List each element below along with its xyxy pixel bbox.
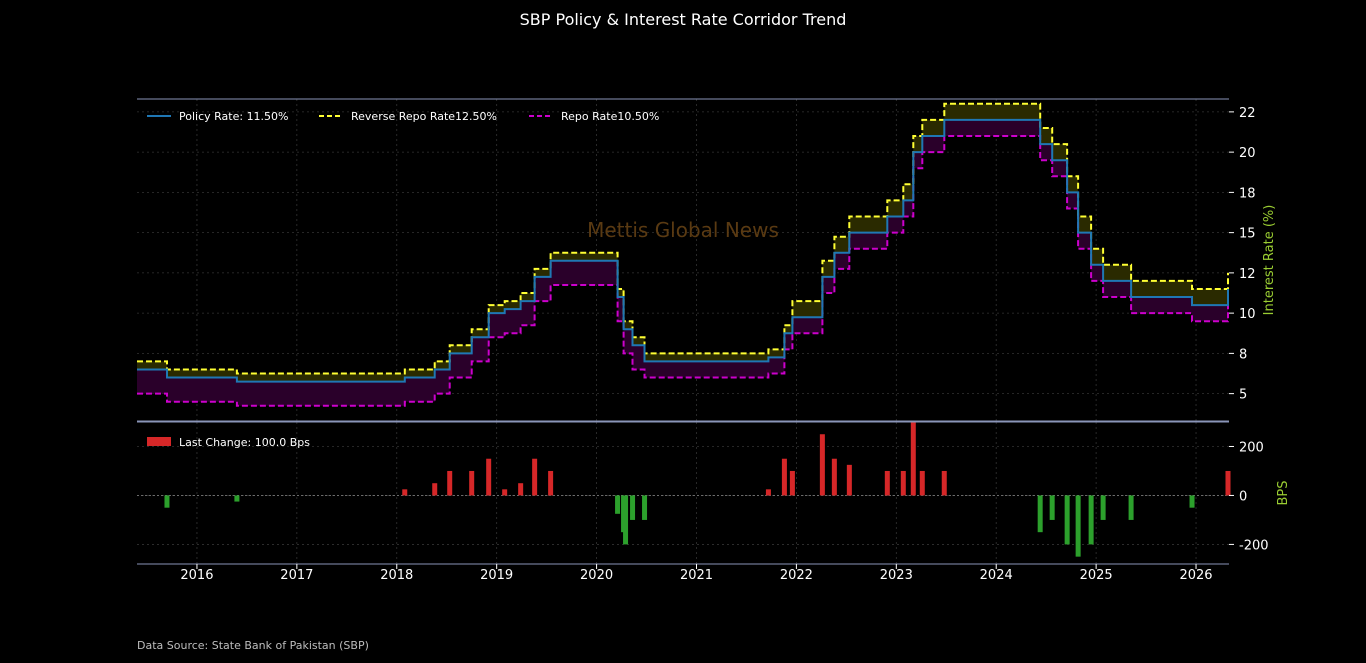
x-tick-label: 2016 [180, 568, 213, 583]
x-tick-label: 2018 [380, 568, 413, 583]
change-bar [765, 489, 771, 496]
change-bar [919, 470, 925, 496]
y-tick-label-upper: 10 [1239, 307, 1256, 322]
change-bar [789, 470, 795, 496]
change-bar [615, 495, 621, 514]
change-bar [469, 470, 475, 496]
change-bar [432, 483, 438, 496]
change-bar [1100, 495, 1106, 520]
x-tick-label: 2020 [580, 568, 613, 583]
change-bar [623, 495, 629, 545]
change-bar [819, 434, 825, 496]
chart-title: SBP Policy & Interest Rate Corridor Tren… [519, 10, 847, 29]
y-tick-label-upper: 20 [1239, 146, 1256, 161]
change-bar [164, 495, 170, 508]
y-tick-label-upper: 5 [1239, 388, 1247, 403]
change-bar [846, 464, 852, 496]
policy-rate-line [137, 118, 1229, 383]
change-bar [1049, 495, 1055, 520]
x-tick-label: 2026 [1179, 568, 1212, 583]
x-tick-label: 2024 [980, 568, 1013, 583]
change-bar [1064, 495, 1070, 545]
watermark-text: Mettis Global News [587, 218, 779, 242]
change-bar [781, 458, 787, 496]
data-source-note: Data Source: State Bank of Pakistan (SBP… [137, 639, 369, 652]
x-tick-label: 2023 [880, 568, 913, 583]
y-axis-label-lower: BPS [1276, 480, 1291, 505]
change-bar [518, 483, 524, 496]
y-tick-label-upper: 18 [1239, 186, 1256, 201]
lower-corridor-fill [137, 119, 1228, 406]
y-tick-label-lower: -200 [1239, 538, 1269, 553]
change-bar [1037, 495, 1043, 533]
change-bar [1075, 495, 1081, 557]
y-tick-label-upper: 8 [1239, 347, 1247, 362]
change-bar [910, 422, 916, 496]
change-bar [1189, 495, 1195, 508]
x-tick-label: 2019 [480, 568, 513, 583]
y-axis-label-upper: Interest Rate (%) [1262, 205, 1277, 316]
y-tick-label-upper: 15 [1239, 227, 1256, 242]
upper-corridor-fill [137, 103, 1228, 382]
change-bar [234, 495, 240, 502]
change-bar [1225, 470, 1231, 496]
reverse-repo-rate-line [137, 102, 1229, 375]
change-bar [630, 495, 636, 520]
change-bar [900, 470, 906, 496]
change-bar [402, 489, 408, 496]
y-tick-label-lower: 200 [1239, 440, 1264, 455]
change-bar [447, 470, 453, 496]
change-bar [1088, 495, 1094, 545]
change-bar [1128, 495, 1134, 520]
y-tick-label-upper: 22 [1239, 106, 1256, 121]
x-tick-label: 2025 [1080, 568, 1113, 583]
bar-legend-label: Last Change: 100.0 Bps [179, 436, 310, 449]
change-bar [884, 470, 890, 496]
x-tick-label: 2022 [780, 568, 813, 583]
legend-label-1: Reverse Repo Rate12.50% [351, 110, 497, 123]
x-tick-label: 2021 [680, 568, 713, 583]
legend-label-2: Repo Rate10.50% [561, 110, 659, 123]
change-bar [941, 470, 947, 496]
change-bar [532, 458, 538, 496]
change-bar [831, 458, 837, 496]
change-bar [486, 458, 492, 496]
change-bar [502, 489, 508, 496]
change-bar [642, 495, 648, 520]
y-tick-label-upper: 12 [1239, 267, 1256, 282]
x-tick-label: 2017 [280, 568, 313, 583]
y-tick-label-lower: 0 [1239, 489, 1247, 504]
legend-label-0: Policy Rate: 11.50% [179, 110, 289, 123]
bar-legend-swatch [147, 437, 171, 446]
change-bar [548, 470, 554, 496]
